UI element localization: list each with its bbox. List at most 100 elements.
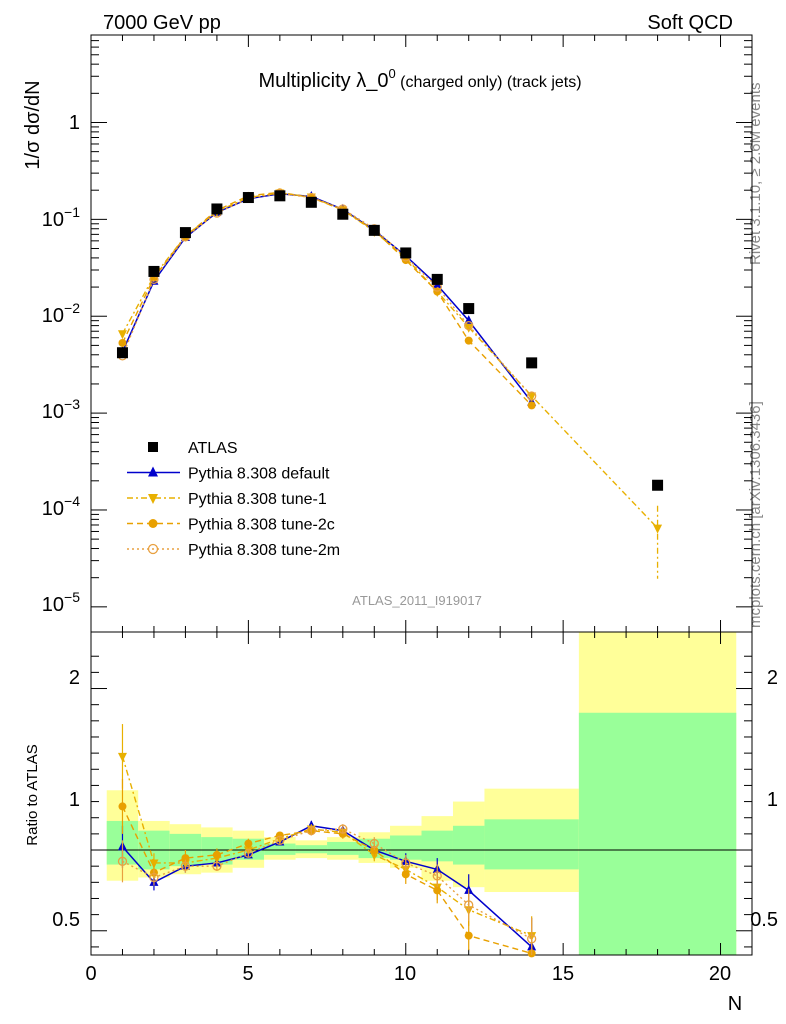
ratio-y-tick-2-left: 2 — [69, 667, 80, 689]
ratio-y-tick-1-left: 1 — [69, 789, 80, 811]
x-axis-label: N — [728, 993, 742, 1015]
legend-item-pythia-8-308-tune-2c: Pythia 8.308 tune-2c — [127, 517, 335, 534]
ratio-point-pythia-8-308-tune-2c-4 — [212, 850, 221, 859]
ratio-point-pythia-8-308-tune-2m-1 — [117, 856, 128, 866]
point-pythia-8-308-tune-2c-1 — [118, 338, 127, 347]
point-pythia-8-308-tune-2m-14 — [527, 391, 537, 401]
legend-item-atlas: ATLAS — [148, 440, 238, 457]
ratio-point-pythia-8-308-tune-2m-2 — [149, 872, 159, 883]
rivet-version-label: Rivet 3.1.10, ≥ 2.6M events — [747, 83, 764, 266]
legend-marker-pythia-8-308-tune-1 — [148, 494, 158, 504]
ratio-point-pythia-8-308-tune-2c-1 — [118, 802, 127, 811]
ratio-panel-series — [117, 724, 537, 958]
legend-marker-pythia-8-308-default — [148, 466, 158, 477]
ratio-point-pythia-8-308-tune-2m-14 — [527, 934, 537, 944]
point-atlas-2 — [148, 265, 160, 277]
main-panel-series — [116, 188, 664, 579]
line-pythia-8-308-tune-2c — [121, 191, 533, 406]
legend-item-pythia-8-308-tune-1: Pythia 8.308 tune-1 — [127, 491, 327, 508]
point-atlas-4 — [211, 203, 223, 215]
header-left: 7000 GeV pp — [103, 12, 221, 34]
point-atlas-12 — [463, 303, 475, 315]
y-tick-label-1e-2: 10−2 — [42, 300, 80, 327]
band-inner-5 — [264, 843, 296, 855]
legend-item-pythia-8-308-default: Pythia 8.308 default — [127, 466, 330, 483]
ratio-point-pythia-8-308-tune-2m-11 — [432, 871, 442, 881]
x-tick-label-15: 15 — [552, 963, 574, 985]
ratio-point-pythia-8-308-tune-2m-3 — [180, 861, 191, 871]
band-inner-13 — [578, 712, 737, 955]
ratio-y-tick-05-right: 0.5 — [750, 909, 778, 931]
point-pythia-8-308-tune-2c-12 — [464, 336, 473, 345]
band-inner-7 — [327, 841, 359, 855]
mcplots-site-label: mcplots.cern.ch [arXiv:1306.3436] — [747, 401, 764, 628]
ratio-point-pythia-8-308-tune-2m-12 — [464, 900, 474, 910]
point-atlas-18 — [652, 479, 664, 491]
point-atlas-8 — [337, 208, 349, 220]
ratio-point-pythia-8-308-tune-2m-9 — [369, 838, 379, 849]
x-tick-labels: 0 5 10 15 20 — [85, 963, 731, 985]
band-inner-6 — [295, 845, 328, 854]
axis-ticks — [90, 34, 753, 955]
point-atlas-1 — [116, 347, 128, 359]
x-tick-label-10: 10 — [394, 963, 416, 985]
ratio-y-axis-label: Ratio to ATLAS — [24, 744, 41, 845]
band-inner-12 — [484, 819, 579, 870]
point-atlas-6 — [274, 190, 286, 202]
ratio-point-pythia-8-308-tune-2c-11 — [433, 886, 442, 895]
ratio-point-pythia-8-308-tune-2m-7 — [306, 825, 316, 836]
line-pythia-8-308-default — [121, 192, 533, 403]
point-atlas-11 — [431, 273, 443, 285]
point-atlas-10 — [400, 247, 412, 259]
point-atlas-7 — [305, 196, 317, 208]
y-tick-label-1e-4: 10−4 — [42, 493, 80, 520]
y-tick-label-1e-3: 10−3 — [42, 396, 80, 423]
point-pythia-8-308-tune-2m-12 — [464, 320, 474, 331]
legend-label-pythia-8-308-tune-2c: Pythia 8.308 tune-2c — [188, 517, 335, 534]
ratio-point-pythia-8-308-tune-2m-4 — [212, 861, 222, 871]
y-tick-label-1e-5: 10−5 — [42, 589, 80, 616]
y-tick-label-1: 1 — [69, 112, 80, 134]
legend-marker-pythia-8-308-tune-2m — [147, 543, 159, 555]
point-pythia-8-308-tune-1-1 — [117, 330, 127, 340]
legend-marker-atlas — [148, 442, 158, 452]
band-inner-11 — [452, 825, 485, 865]
legend-marker-pythia-8-308-tune-2c — [148, 519, 158, 528]
line-pythia-8-308-tune-2m — [121, 192, 533, 397]
point-pythia-8-308-tune-1-12 — [464, 323, 474, 333]
ratio-y-tick-05-left: 0.5 — [52, 909, 80, 931]
ratio-y-tick-1-right: 1 — [767, 789, 778, 811]
analysis-reference-label: ATLAS_2011_I919017 — [352, 593, 482, 608]
legend-label-atlas: ATLAS — [188, 440, 238, 457]
ratio-point-pythia-8-308-tune-2m-6 — [275, 835, 285, 845]
x-tick-label-5: 5 — [242, 963, 253, 985]
y-tick-label-1e-1: 10−1 — [42, 204, 80, 231]
ratio-point-pythia-8-308-tune-2c-5 — [244, 839, 253, 848]
main-y-tick-labels: 1 10−1 10−2 10−3 10−4 10−5 — [42, 112, 80, 616]
band-inner-10 — [421, 830, 453, 862]
legend-label-pythia-8-308-tune-2m: Pythia 8.308 tune-2m — [188, 542, 340, 559]
legend-item-pythia-8-308-tune-2m: Pythia 8.308 tune-2m — [127, 542, 340, 559]
point-atlas-14 — [526, 357, 538, 369]
header-right: Soft QCD — [647, 12, 733, 34]
x-tick-label-20: 20 — [709, 963, 731, 985]
title-superscript: 0 — [388, 66, 395, 81]
legend: ATLAS Pythia 8.308 default Pythia 8.308 tu… — [127, 440, 340, 559]
ratio-point-pythia-8-308-tune-2c-6 — [275, 831, 284, 840]
ratio-point-pythia-8-308-tune-2m-5 — [243, 848, 254, 858]
ratio-point-pythia-8-308-tune-2m-8 — [338, 824, 348, 834]
point-pythia-8-308-tune-1-14 — [527, 392, 537, 402]
point-atlas-9 — [368, 224, 380, 236]
ratio-point-pythia-8-308-tune-1-1 — [117, 752, 127, 762]
ratio-point-pythia-8-308-tune-2c-12 — [464, 931, 473, 940]
ratio-uncertainty-bands — [91, 632, 752, 955]
ratio-y-tick-2-right: 2 — [767, 667, 778, 689]
x-tick-label-0: 0 — [85, 963, 96, 985]
ratio-point-pythia-8-308-tune-2c-3 — [181, 854, 190, 863]
legend-label-pythia-8-308-default: Pythia 8.308 default — [188, 466, 330, 483]
ratio-y-tick-labels: 2 1 0.5 2 1 0.5 — [52, 667, 778, 931]
ratio-point-pythia-8-308-tune-1-2 — [149, 859, 159, 869]
main-y-axis-label: 1/σ dσ/dN — [22, 80, 44, 169]
point-atlas-3 — [179, 227, 191, 239]
